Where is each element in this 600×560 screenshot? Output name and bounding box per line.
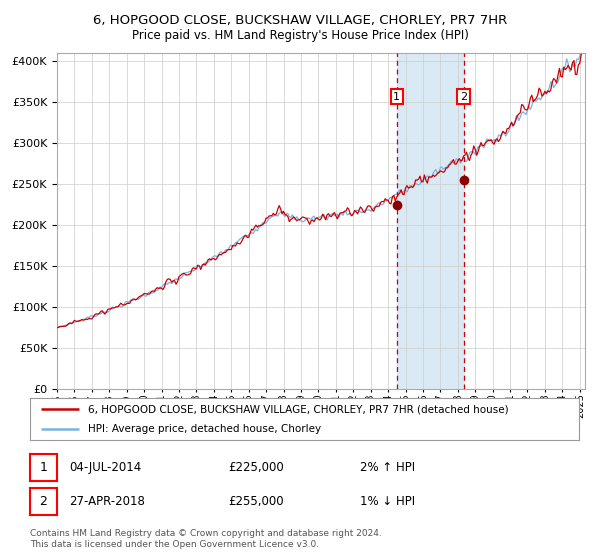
Text: £225,000: £225,000 bbox=[228, 461, 284, 474]
Text: £255,000: £255,000 bbox=[228, 494, 284, 508]
Text: 6, HOPGOOD CLOSE, BUCKSHAW VILLAGE, CHORLEY, PR7 7HR: 6, HOPGOOD CLOSE, BUCKSHAW VILLAGE, CHOR… bbox=[93, 14, 507, 27]
Text: Price paid vs. HM Land Registry's House Price Index (HPI): Price paid vs. HM Land Registry's House … bbox=[131, 29, 469, 42]
Text: Contains HM Land Registry data © Crown copyright and database right 2024.
This d: Contains HM Land Registry data © Crown c… bbox=[30, 529, 382, 549]
Text: 6, HOPGOOD CLOSE, BUCKSHAW VILLAGE, CHORLEY, PR7 7HR (detached house): 6, HOPGOOD CLOSE, BUCKSHAW VILLAGE, CHOR… bbox=[88, 404, 508, 414]
Text: 2: 2 bbox=[460, 92, 467, 101]
Bar bbox=[397, 53, 464, 389]
Text: 1: 1 bbox=[40, 461, 47, 474]
Text: HPI: Average price, detached house, Chorley: HPI: Average price, detached house, Chor… bbox=[88, 424, 321, 433]
Text: 1% ↓ HPI: 1% ↓ HPI bbox=[360, 494, 415, 508]
Text: 27-APR-2018: 27-APR-2018 bbox=[69, 494, 145, 508]
Text: 2: 2 bbox=[40, 494, 47, 508]
Text: 04-JUL-2014: 04-JUL-2014 bbox=[69, 461, 141, 474]
Text: 1: 1 bbox=[394, 92, 400, 101]
Text: 2% ↑ HPI: 2% ↑ HPI bbox=[360, 461, 415, 474]
